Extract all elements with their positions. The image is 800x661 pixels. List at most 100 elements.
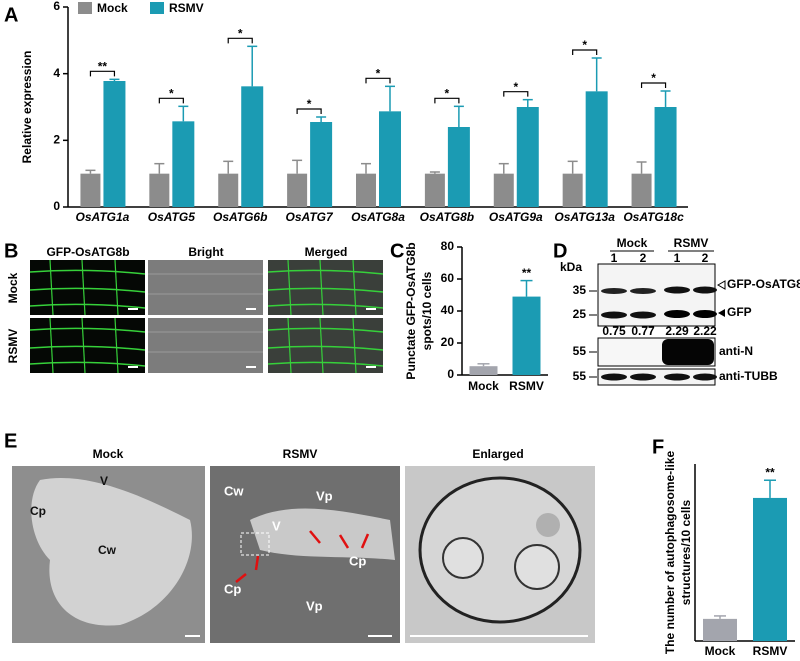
significance: *: [651, 71, 656, 85]
legend-swatch: [78, 2, 92, 14]
marker: 55: [573, 369, 587, 383]
cell-wall: [29, 361, 146, 367]
cell-wall: [29, 345, 146, 351]
x-tick-label: Mock: [705, 644, 736, 658]
column-title: Bright: [188, 245, 223, 259]
x-tick-label: OsATG1a: [76, 210, 130, 224]
error-bar: [498, 162, 509, 174]
significance: *: [582, 38, 587, 52]
band-label: GFP: [727, 305, 752, 319]
error-bar: [714, 615, 726, 619]
band: [662, 339, 714, 365]
error-bar: [223, 160, 234, 174]
error-bar: [660, 90, 671, 107]
column-title: Merged: [305, 245, 348, 259]
error-bar: [178, 105, 189, 122]
image-title: Mock: [93, 447, 124, 461]
significance-bracket: [227, 37, 253, 44]
lane-label: 2: [640, 251, 647, 265]
marker: 55: [573, 344, 587, 358]
cell-wall: [49, 259, 54, 316]
structure-label: Cw: [98, 543, 117, 557]
lane-label: 1: [674, 251, 681, 265]
error-bar: [764, 479, 776, 498]
significance: *: [307, 97, 312, 111]
cell-wall: [267, 345, 384, 351]
image-title: Enlarged: [472, 447, 523, 461]
error-bar: [567, 160, 578, 174]
ratio: 2.29: [665, 324, 689, 338]
error-bar: [109, 78, 120, 81]
structure-label: Vp: [306, 598, 323, 613]
band: [601, 288, 627, 294]
structure-label: V: [272, 518, 281, 533]
band: [601, 311, 627, 319]
y-axis-title: Punctate GFP-OsATG8b: [404, 242, 418, 379]
error-bar: [429, 171, 440, 174]
em-detail: [31, 478, 192, 626]
band: [601, 373, 627, 381]
y-axis-title: spots/10 cells: [420, 271, 434, 350]
significance-bracket: [434, 97, 460, 104]
cell-wall: [81, 259, 86, 316]
cell-wall: [267, 287, 384, 293]
x-tick-label: Mock: [468, 379, 499, 393]
error-bar: [522, 98, 533, 107]
cell-wall: [267, 303, 384, 309]
bar: [654, 107, 677, 207]
x-tick-label: OsATG7: [286, 210, 334, 224]
cell-wall: [352, 259, 357, 316]
arrowhead: [718, 309, 725, 317]
marker: 25: [573, 307, 587, 321]
arrowhead: [716, 280, 726, 290]
significance: **: [522, 266, 532, 280]
cell-wall: [267, 327, 384, 333]
band: [664, 373, 690, 381]
y-tick-label: 4: [53, 66, 60, 80]
error-bar: [247, 45, 258, 87]
bar: [447, 127, 470, 207]
arrow: [309, 530, 321, 544]
arrow: [235, 573, 247, 583]
cell-wall: [29, 327, 146, 333]
bar: [703, 618, 737, 641]
band: [693, 373, 717, 381]
bar: [379, 111, 401, 207]
y-tick-label: 80: [441, 239, 455, 253]
significance-bracket: [158, 97, 184, 104]
structure-label: Cp: [349, 553, 366, 568]
em-detail: [442, 537, 484, 579]
structure-label: Cp: [224, 581, 241, 596]
significance: *: [169, 87, 174, 101]
bar: [310, 122, 333, 207]
micrograph: [148, 260, 263, 315]
y-axis-title: The number of autophagosome-like: [663, 451, 677, 655]
x-tick-label: OsATG8b: [420, 210, 474, 224]
bar: [493, 173, 514, 207]
bar: [103, 81, 126, 207]
panel-label: A: [4, 4, 18, 26]
y-tick-label: 0: [53, 199, 60, 213]
error-bar: [316, 116, 327, 122]
significance: *: [513, 80, 518, 94]
blot-label: anti-N: [719, 344, 753, 358]
significance-bracket: [503, 91, 529, 97]
ratio: 0.75: [602, 324, 626, 338]
x-tick-label: OsATG13a: [554, 210, 615, 224]
significance: *: [376, 67, 381, 81]
panel-label: F: [652, 436, 664, 458]
cell-wall: [267, 361, 384, 367]
x-tick-label: OsATG9a: [489, 210, 543, 224]
structure-label: Cp: [30, 504, 46, 518]
group-label: RSMV: [674, 236, 709, 250]
bar: [469, 366, 498, 375]
panel-label: C: [390, 240, 404, 262]
em-detail: [536, 513, 560, 537]
marker: 35: [573, 283, 587, 297]
lane-label: 2: [702, 251, 709, 265]
cell-wall: [319, 317, 324, 374]
y-tick-label: 0: [447, 367, 454, 381]
bar: [631, 173, 652, 207]
band: [664, 286, 690, 294]
